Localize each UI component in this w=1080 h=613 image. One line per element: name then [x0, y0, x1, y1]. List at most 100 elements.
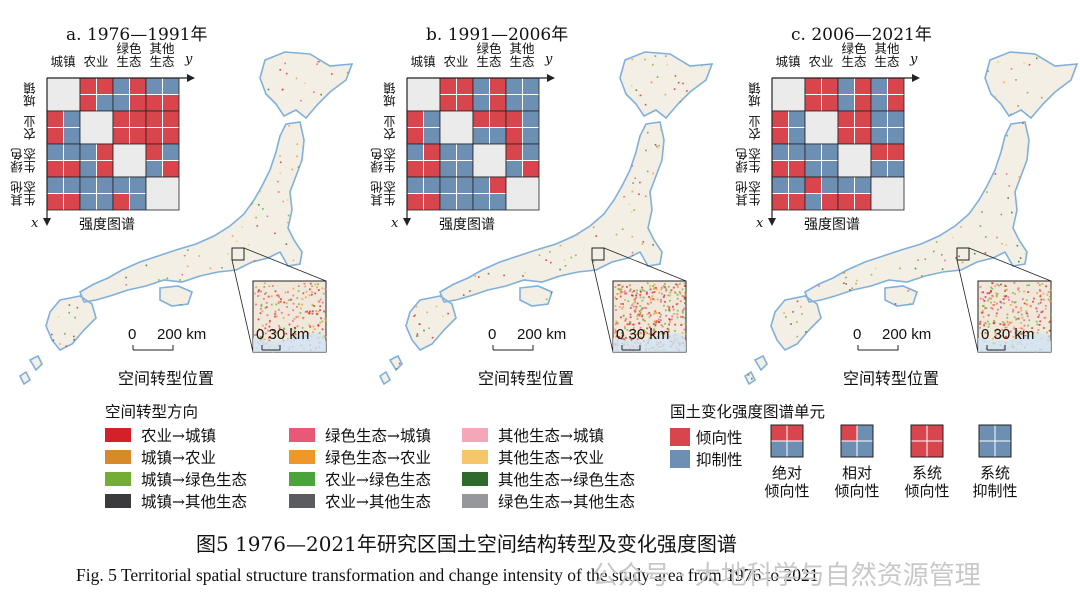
intensity-unit-label: 绝对 倾向性	[764, 464, 810, 500]
matrix-cell	[837, 77, 872, 112]
watermark: 公众号 · 大地科学与自然资源管理	[592, 561, 981, 591]
land-area	[378, 51, 714, 386]
legend-item-label: 绿色生态→农业	[325, 449, 431, 467]
matrix-row-header: 绿色 生态	[370, 148, 398, 174]
matrix-row-header: 农业	[748, 115, 763, 141]
scale-main-label: 200 km	[517, 326, 567, 343]
matrix-cell	[472, 110, 507, 145]
legend-item-label: 绿色生态→其他生态	[498, 493, 635, 511]
matrix-col-header: 其他 生态	[874, 41, 900, 69]
location-label: 空间转型位置	[478, 369, 575, 388]
matrix-cell	[145, 77, 180, 112]
matrix-cell	[46, 176, 81, 211]
axis-y-label: y	[545, 52, 553, 67]
matrix-row-header: 其他 生态	[370, 181, 398, 207]
axis-x-label: x	[391, 216, 399, 231]
scale-main-label: 200 km	[882, 326, 932, 343]
intensity-unit-icon	[978, 424, 1012, 458]
intensity-unit-label: 系统 倾向性	[904, 464, 950, 500]
scale-main-label: 200 km	[157, 326, 207, 343]
matrix-cell	[870, 176, 905, 211]
intensity-unit-icon	[840, 424, 874, 458]
japan-map	[18, 51, 354, 386]
matrix-cell	[505, 143, 540, 178]
legend-swatch	[462, 450, 488, 464]
panel-a: 0 200 km 0 30 km 空间转型位置 a. 1976—1991年 y x 城镇 农业绿…	[0, 0, 360, 395]
matrix-caption: 强度图谱	[804, 217, 860, 233]
matrix-row-header: 其他 生态	[735, 181, 763, 207]
intensity-unit-label: 系统 抑制性	[972, 464, 1018, 500]
scale-zero-label: 0	[853, 326, 862, 343]
matrix-cell	[472, 176, 507, 211]
legend-item-label: 其他生态→城镇	[498, 427, 604, 445]
legend-swatch	[289, 428, 315, 442]
matrix-row-header: 绿色 生态	[735, 148, 763, 174]
inset-map	[252, 280, 327, 353]
legend-swatch	[289, 494, 315, 508]
matrix-col-header: 绿色 生态	[476, 41, 502, 69]
tendency-swatch	[670, 428, 690, 446]
legend-intensity-title: 国土变化强度图谱单元	[670, 403, 826, 421]
legend-swatch	[289, 472, 315, 486]
matrix-cell	[771, 110, 806, 145]
scale-zero-label: 0	[128, 326, 137, 343]
legend-swatch	[105, 450, 131, 464]
matrix-row-header: 绿色 生态	[10, 148, 38, 174]
panel-title: c. 2006—2021年	[791, 25, 932, 45]
matrix-axes	[43, 74, 195, 226]
panel-c: 0 200 km 0 30 km 空间转型位置 c. 2006—2021年 y x 城镇 农业绿…	[725, 0, 1080, 395]
matrix-cell	[79, 110, 114, 145]
matrix-col-header: 其他 生态	[149, 41, 175, 69]
legend-swatch	[105, 494, 131, 508]
matrix-row-header: 其他 生态	[10, 181, 38, 207]
intensity-unit-icon	[770, 424, 804, 458]
matrix-cell	[439, 176, 474, 211]
matrix-col-header: 农业	[443, 54, 469, 69]
matrix-cell	[870, 110, 905, 145]
panel-title: b. 1991—2006年	[426, 25, 569, 45]
matrix-cell	[771, 176, 806, 211]
caption-en: Fig. 5 Territorial spatial structure tra…	[76, 565, 819, 585]
matrix-cell	[145, 176, 180, 211]
caption-zh: 图5 1976—2021年研究区国土空间结构转型及变化强度图谱	[196, 532, 737, 556]
matrix-cell	[439, 143, 474, 178]
matrix-cell	[112, 143, 147, 178]
matrix-row-header: 城镇	[23, 82, 38, 108]
axis-y-label: y	[910, 52, 918, 67]
intensity-matrix	[46, 77, 180, 211]
panel-title: a. 1976—1991年	[66, 25, 208, 45]
matrix-col-header: 绿色 生态	[116, 41, 142, 69]
intensity-unit-icon	[910, 424, 944, 458]
matrix-cell	[406, 110, 441, 145]
scale-inset-label: 0 30 km	[256, 326, 310, 343]
japan-map	[743, 51, 1079, 386]
legend-swatch	[289, 450, 315, 464]
legend-transform-title: 空间转型方向	[105, 403, 199, 421]
legend-item-label: 城镇→其他生态	[141, 493, 247, 511]
legend-item-label: 绿色生态→城镇	[325, 427, 431, 445]
legend-swatch	[462, 472, 488, 486]
axis-x-label: x	[756, 216, 764, 231]
matrix-row-header: 城镇	[383, 82, 398, 108]
matrix-row-header: 城镇	[748, 82, 763, 108]
land-area	[743, 51, 1079, 386]
matrix-cell	[837, 110, 872, 145]
legend-item-label: 农业→其他生态	[325, 493, 431, 511]
matrix-cell	[804, 176, 839, 211]
matrix-cell	[46, 143, 81, 178]
legend-swatch	[462, 428, 488, 442]
axis-y-label: y	[185, 52, 193, 67]
japan-map	[378, 51, 714, 386]
matrix-col-header: 农业	[83, 54, 109, 69]
legend-swatch	[105, 472, 131, 486]
matrix-col-header: 城镇	[50, 54, 76, 69]
matrix-row-header: 农业	[23, 115, 38, 141]
intensity-matrix	[771, 77, 905, 211]
matrix-cell	[79, 176, 114, 211]
matrix-cell	[837, 143, 872, 178]
matrix-col-header: 农业	[808, 54, 834, 69]
matrix-cell	[145, 110, 180, 145]
location-label: 空间转型位置	[118, 369, 215, 388]
matrix-col-header: 绿色 生态	[841, 41, 867, 69]
matrix-caption: 强度图谱	[79, 217, 135, 233]
